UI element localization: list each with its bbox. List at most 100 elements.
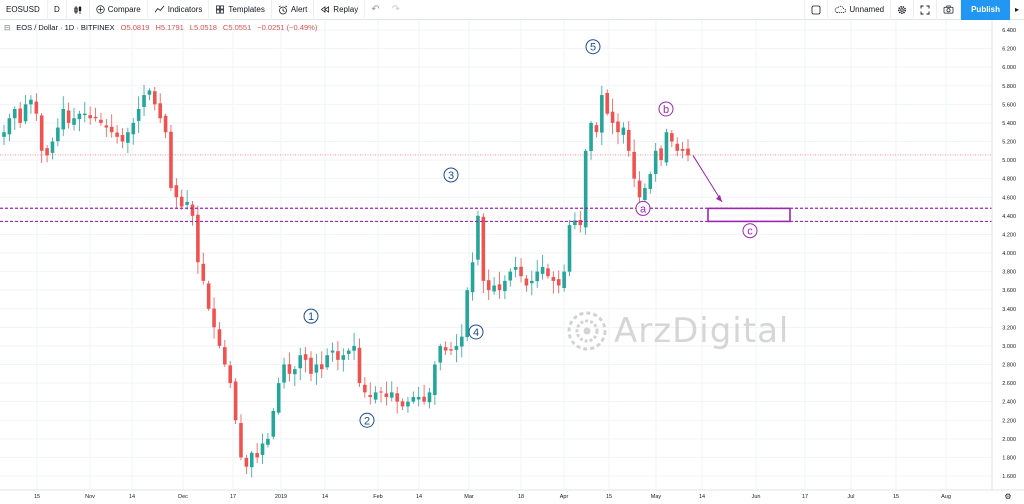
candle-body xyxy=(530,280,534,284)
fullscreen-icon xyxy=(920,5,930,14)
save-layout-button[interactable]: Unnamed xyxy=(828,0,892,20)
candle-body xyxy=(255,453,259,458)
wave-label-circle xyxy=(303,308,319,324)
snapshot-button[interactable] xyxy=(937,0,962,20)
candle-body xyxy=(142,95,146,107)
indicators-button[interactable]: Indicators xyxy=(148,0,210,20)
wave-label-circle xyxy=(742,223,758,239)
legend-collapse-icon[interactable]: ⊟ xyxy=(4,23,11,32)
compare-button[interactable]: Compare xyxy=(90,0,148,20)
templates-button[interactable]: Templates xyxy=(209,0,272,20)
candle-body xyxy=(368,395,373,398)
price-axis[interactable]: 6.400 6.200 6.000 5.800 5.600 5.400 5.200 5.000… xyxy=(991,20,1024,490)
price-tick-label: 5.200 xyxy=(1002,140,1016,146)
layout-name: Unnamed xyxy=(849,5,885,14)
candle-body xyxy=(341,355,346,360)
candle-body xyxy=(190,204,195,216)
price-tick-label: 2.400 xyxy=(1002,400,1016,406)
interval-button[interactable]: D xyxy=(48,0,67,20)
candle-body xyxy=(438,345,443,363)
candle-body xyxy=(179,196,184,207)
candle-body xyxy=(23,104,28,122)
candle-body xyxy=(346,350,351,354)
candle-body xyxy=(433,364,437,395)
right-panel-toggle-button[interactable]: ▸ xyxy=(1010,0,1024,20)
candle-body xyxy=(540,266,545,274)
candle-body xyxy=(686,148,690,156)
time-tick-label: 17 xyxy=(802,494,808,500)
candle-body xyxy=(126,132,130,143)
price-tick-label: 6.200 xyxy=(1002,47,1016,53)
candle-body xyxy=(88,115,92,119)
wave-label-5: 5 xyxy=(590,42,596,54)
wave-annotations: 1 2 3 4 5 a b c xyxy=(303,39,791,428)
candle-body xyxy=(131,122,136,135)
candle-body xyxy=(276,383,281,413)
price-tick-label: 6.000 xyxy=(1002,65,1016,71)
price-tick-label: 1.800 xyxy=(1002,455,1016,461)
candle-body xyxy=(680,149,685,151)
redo-icon: ↷ xyxy=(391,4,400,15)
price-axis-background xyxy=(992,20,1024,490)
price-tick-label: 2.200 xyxy=(1002,418,1016,424)
projection-arrow-line xyxy=(692,155,723,203)
price-tick-label: 4.000 xyxy=(1002,251,1016,257)
candle-body xyxy=(319,364,324,370)
chart-style-button[interactable] xyxy=(67,0,90,20)
candle-body xyxy=(147,90,152,95)
candle-body xyxy=(309,357,313,374)
candle-body xyxy=(56,127,60,142)
fullscreen-button[interactable] xyxy=(914,0,938,20)
symbol-legend: ⊟ EOS / Dollar · 1D · BITFINEX O5.0819 H… xyxy=(4,23,317,32)
price-tick-label: 2.800 xyxy=(1002,363,1016,369)
legend-change: −0.0251 (−0.49%) xyxy=(257,23,318,32)
candle-body xyxy=(562,271,566,289)
candle-body xyxy=(583,150,588,228)
settings-button[interactable] xyxy=(891,0,915,20)
time-tick-label: May xyxy=(651,494,662,500)
undo-button[interactable]: ↶ xyxy=(365,0,385,20)
cloud-icon xyxy=(835,5,847,13)
candle-body xyxy=(427,392,432,403)
candle-body xyxy=(546,268,550,277)
alert-button[interactable]: Alert xyxy=(272,0,315,20)
price-tick-label: 6.400 xyxy=(1002,28,1016,34)
candle-body xyxy=(395,393,399,402)
candle-body xyxy=(61,108,66,130)
candle-body xyxy=(174,185,179,198)
candle-body xyxy=(384,393,389,398)
wave-label-1: 1 xyxy=(308,311,314,323)
replay-button[interactable]: Replay xyxy=(314,0,366,20)
candle-body xyxy=(330,350,335,353)
camera-icon xyxy=(943,5,954,14)
candle-body xyxy=(476,215,480,260)
layout-toggle-button[interactable] xyxy=(804,0,829,20)
candle-body xyxy=(233,381,238,421)
price-tick-label: 5.400 xyxy=(1002,121,1016,127)
candle-body xyxy=(357,347,362,384)
symbol-search-button[interactable]: EOSUSD xyxy=(0,0,48,20)
candle-body xyxy=(66,110,71,123)
candle-body xyxy=(244,457,249,467)
price-tick-label: 2.000 xyxy=(1002,437,1016,443)
candle-body xyxy=(626,129,631,151)
publish-button[interactable]: Publish xyxy=(961,0,1010,20)
candle-body xyxy=(675,143,680,151)
time-tick-label: Dec xyxy=(178,494,188,500)
chart-settings-icon[interactable]: ⚙ xyxy=(1004,492,1011,501)
time-tick-label: 2019 xyxy=(275,494,287,500)
time-tick-label: 14 xyxy=(416,494,422,500)
redo-button[interactable]: ↷ xyxy=(386,0,406,20)
candle-body xyxy=(535,271,539,282)
candle-body xyxy=(239,423,243,458)
candle-body xyxy=(212,308,216,328)
candle-body xyxy=(45,148,49,156)
time-axis[interactable]: 15 Nov 14 Dec 17 2019 14 Feb 14 Mar 18 Apr 15 May 14 Ju… xyxy=(0,489,1024,501)
candle-body xyxy=(298,355,303,369)
candle-body xyxy=(422,396,426,402)
candle-body xyxy=(120,134,125,142)
candle-body xyxy=(363,384,367,393)
candle-body xyxy=(104,125,109,128)
